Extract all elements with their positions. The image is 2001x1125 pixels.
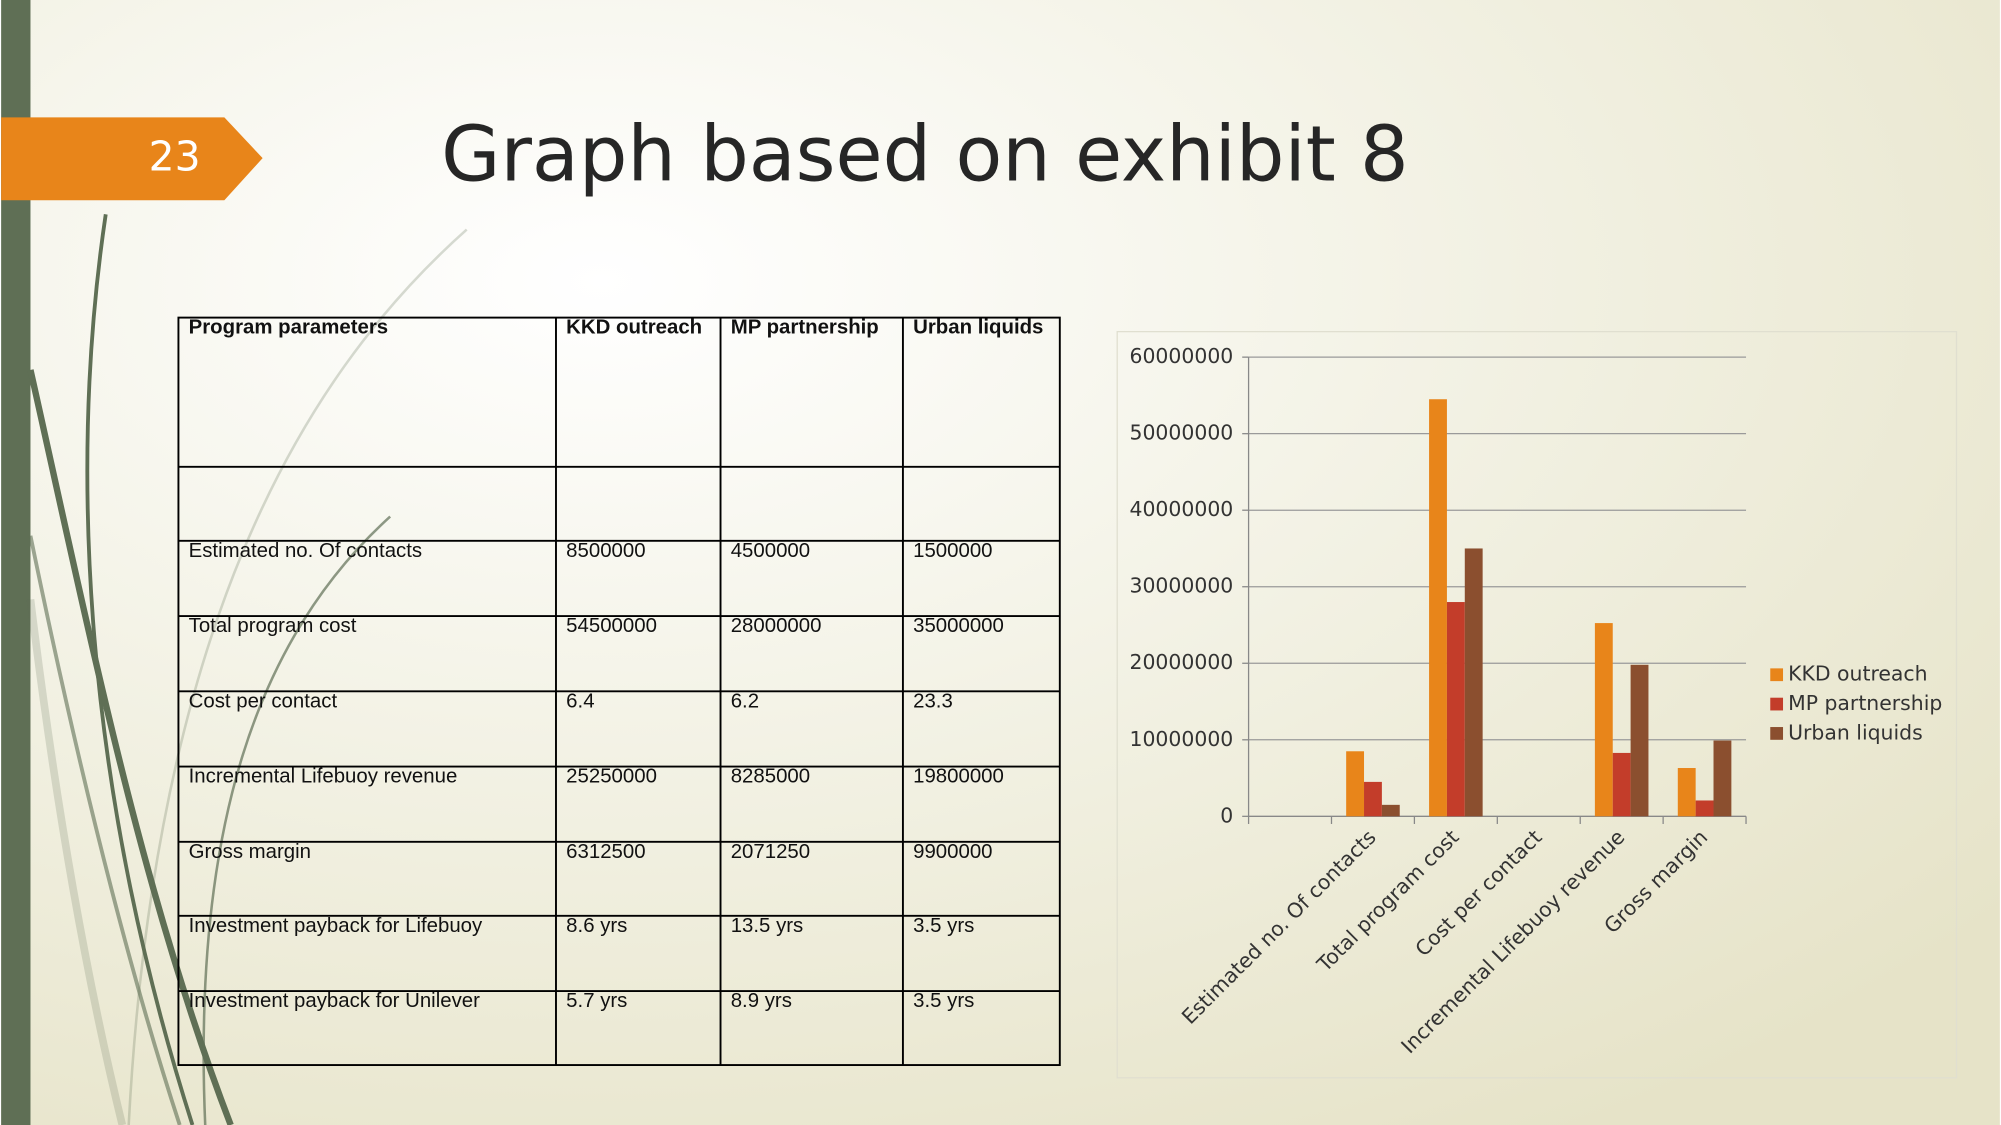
table-cell: 23.3 <box>913 690 953 712</box>
slide-number: 23 <box>149 132 201 180</box>
bar <box>1381 804 1400 817</box>
y-tick-label: 40000000 <box>1129 497 1233 521</box>
table-cell: Investment payback for Unilever <box>189 990 480 1012</box>
table-cell: 3.5 yrs <box>913 990 974 1012</box>
table-cell: 6312500 <box>566 841 645 863</box>
y-tick-label: 30000000 <box>1129 574 1233 598</box>
table-cell: 8.9 yrs <box>731 990 792 1012</box>
y-tick-label: 10000000 <box>1129 727 1233 751</box>
bar <box>1446 602 1465 817</box>
table-cell: 54500000 <box>566 615 657 637</box>
slide-number-tab <box>1 117 263 201</box>
table-cell: 6.4 <box>566 690 594 712</box>
bar <box>1630 664 1649 817</box>
slide-title: Graph based on exhibit 8 <box>441 110 1409 199</box>
y-tick-label: 20000000 <box>1129 650 1233 674</box>
bar <box>1713 740 1732 817</box>
table-cell: 25250000 <box>566 766 657 788</box>
table-cell: 9900000 <box>913 841 992 863</box>
table-cell: 6.2 <box>731 690 759 712</box>
bar <box>1464 548 1483 817</box>
table-cell: 19800000 <box>913 766 1004 788</box>
bar <box>1677 768 1696 817</box>
table-cell: Incremental Lifebuoy revenue <box>189 766 458 788</box>
table-cell: Gross margin <box>189 841 311 863</box>
table-cell: 8500000 <box>566 540 645 562</box>
table-cell: Total program cost <box>189 615 357 637</box>
table-cell: 3.5 yrs <box>913 915 974 937</box>
legend-swatch <box>1770 697 1784 711</box>
table-cell: 4500000 <box>731 540 810 562</box>
table-cell: 1500000 <box>913 540 992 562</box>
header-cell: KKD outreach <box>566 317 702 339</box>
header-cell: MP partnership <box>731 317 879 339</box>
table-cell: 8.6 yrs <box>566 915 627 937</box>
legend-label: KKD outreach <box>1788 662 1927 686</box>
y-tick-label: 0 <box>1220 803 1233 827</box>
table-cell: 8285000 <box>731 766 810 788</box>
decoration <box>26 214 468 1125</box>
bar <box>1695 800 1714 817</box>
table-cell: Cost per contact <box>189 690 338 712</box>
legend-swatch <box>1770 668 1784 682</box>
legend-label: Urban liquids <box>1788 720 1923 744</box>
bar <box>1429 399 1447 817</box>
bar <box>1364 781 1382 817</box>
y-tick-label: 50000000 <box>1129 421 1233 445</box>
table: Program parameters KKD outreach MP partner… <box>177 316 1061 1067</box>
table-cell: Investment payback for Lifebuoy <box>189 915 483 937</box>
header-cell: Program parameters <box>189 317 388 339</box>
table-cell: Estimated no. Of contacts <box>189 540 422 562</box>
table-cell: 2071250 <box>731 841 810 863</box>
bar <box>1594 623 1613 817</box>
header-cell: Urban liquids <box>913 317 1043 339</box>
table-cell: 13.5 yrs <box>731 915 804 937</box>
y-tick-label: 60000000 <box>1129 344 1233 368</box>
table-cell: 28000000 <box>731 615 822 637</box>
legend-label: MP partnership <box>1788 691 1942 715</box>
table-cell: 5.7 yrs <box>566 990 627 1012</box>
bar <box>1612 752 1631 817</box>
legend-swatch <box>1770 727 1784 740</box>
bar <box>1346 751 1365 817</box>
table-cell: 35000000 <box>913 615 1004 637</box>
chart-frame <box>1116 330 1958 1079</box>
